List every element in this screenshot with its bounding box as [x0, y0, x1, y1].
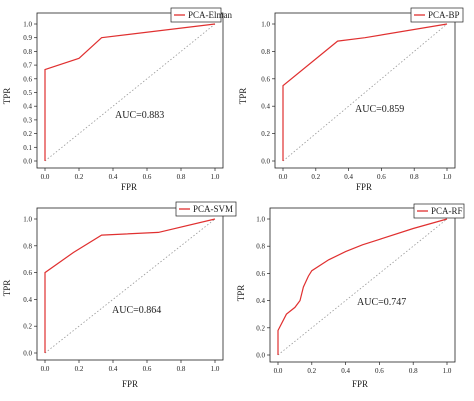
- y-tick-label: 0.8: [261, 48, 270, 56]
- y-tick-label: 0.4: [261, 103, 270, 111]
- x-tick-label: 1.0: [211, 365, 220, 373]
- x-tick-label: 0.2: [311, 173, 320, 181]
- legend-label: PCA-Elman: [188, 10, 232, 20]
- y-tick-label: 0.6: [256, 270, 265, 278]
- y-tick-label: 0.9: [23, 34, 32, 42]
- y-tick-label: 0.8: [256, 243, 265, 251]
- legend-box: [410, 7, 464, 23]
- x-tick-label: 0.6: [375, 367, 384, 375]
- y-tick-label: 0.6: [23, 75, 32, 83]
- y-tick-label: 0.0: [23, 350, 32, 358]
- y-tick-label: 0.0: [23, 158, 32, 166]
- legend-label: PCA-BP: [428, 10, 460, 20]
- x-tick-label: 0.0: [279, 173, 288, 181]
- y-tick-label: 0.0: [261, 158, 270, 166]
- chance-diagonal-line: [282, 23, 448, 162]
- y-tick-label: 0.7: [23, 62, 32, 70]
- legend: PCA-SVM: [175, 201, 237, 217]
- x-tick-label: 0.6: [143, 365, 152, 373]
- y-tick-label: 0.2: [261, 130, 270, 138]
- y-tick-label: 0.4: [256, 297, 265, 305]
- chance-diagonal-line: [277, 218, 448, 356]
- x-tick-label: 0.4: [341, 367, 350, 375]
- plot-frame: [274, 12, 456, 169]
- x-axis-label: FPR: [121, 182, 137, 192]
- y-tick-label: 0.2: [23, 130, 32, 138]
- x-tick-label: 0.8: [410, 173, 419, 181]
- x-tick-label: 0.6: [377, 173, 386, 181]
- y-tick-label: 0.2: [256, 324, 265, 332]
- x-tick-label: 0.0: [274, 367, 283, 375]
- legend-box: [170, 7, 222, 23]
- y-tick-label: 0.4: [23, 296, 32, 304]
- x-tick-label: 0.4: [109, 173, 118, 181]
- chance-diagonal-line: [44, 218, 216, 354]
- y-tick-label: 0.3: [23, 116, 32, 124]
- legend-label: PCA-SVM: [193, 204, 233, 214]
- y-tick-label: 0.2: [23, 323, 32, 331]
- y-tick-label: 0.6: [261, 75, 270, 83]
- x-axis-label: FPR: [352, 379, 368, 389]
- y-tick-label: 0.8: [23, 48, 32, 56]
- roc-curve-line: [277, 218, 448, 355]
- legend-box: [175, 201, 237, 217]
- y-tick-label: 0.6: [23, 269, 32, 277]
- y-tick-label: 0.5: [23, 89, 32, 97]
- x-tick-label: 1.0: [443, 367, 452, 375]
- x-tick-label: 0.0: [41, 365, 50, 373]
- roc-curve-line: [44, 23, 216, 161]
- auc-annotation: AUC=0.883: [115, 110, 164, 121]
- x-tick-label: 0.6: [143, 173, 152, 181]
- legend: PCA-BP: [410, 7, 464, 23]
- plot-frame: [36, 207, 224, 361]
- auc-annotation: AUC=0.747: [357, 297, 406, 308]
- y-axis-label: TPR: [238, 88, 248, 105]
- y-tick-label: 1.0: [256, 216, 265, 224]
- y-axis-label: TPR: [236, 285, 246, 302]
- x-tick-label: 0.4: [344, 173, 353, 181]
- roc-curve-line: [282, 23, 448, 161]
- chart-panel-1: 0.0 0.2 0.4 0.6 0.8 1.0 0.0 0.1 0.2 0.3 0.4 0.5 0.6 0…: [2, 7, 232, 192]
- legend: PCA-Elman: [170, 7, 232, 23]
- auc-annotation: AUC=0.864: [112, 305, 161, 316]
- x-tick-label: 0.2: [75, 173, 84, 181]
- x-tick-label: 0.8: [177, 365, 186, 373]
- x-tick-label: 0.0: [41, 173, 50, 181]
- y-axis-label: TPR: [2, 280, 12, 297]
- x-tick-label: 0.2: [75, 365, 84, 373]
- y-tick-label: 1.0: [23, 21, 32, 29]
- x-tick-label: 0.4: [109, 365, 118, 373]
- x-tick-label: 0.8: [177, 173, 186, 181]
- auc-annotation: AUC=0.859: [355, 104, 404, 115]
- plot-frame: [269, 207, 456, 363]
- legend-box: [413, 203, 465, 219]
- x-axis-label: FPR: [122, 379, 138, 389]
- legend: PCA-RF: [413, 203, 465, 219]
- roc-curve-line: [44, 218, 216, 353]
- x-axis-label: FPR: [356, 182, 372, 192]
- y-tick-label: 0.4: [23, 103, 32, 111]
- chart-panel-4: 0.0 0.2 0.4 0.6 0.8 1.0 0.0 0.2 0.4 0.6 0.8 1.0 FPR T…: [236, 203, 465, 389]
- x-tick-label: 0.2: [307, 367, 316, 375]
- x-tick-label: 1.0: [211, 173, 220, 181]
- y-tick-label: 0.8: [23, 242, 32, 250]
- chance-diagonal-line: [44, 23, 216, 162]
- y-tick-label: 1.0: [261, 21, 270, 29]
- legend-label: PCA-RF: [431, 206, 463, 216]
- x-tick-label: 1.0: [443, 173, 452, 181]
- x-tick-label: 0.8: [409, 367, 418, 375]
- chart-panel-2: 0.0 0.2 0.4 0.6 0.8 1.0 0.0 0.2 0.4 0.6 0.8 1.0 FPR T…: [238, 7, 464, 192]
- y-tick-label: 0.1: [23, 144, 32, 152]
- y-tick-label: 0.0: [256, 352, 265, 360]
- y-axis-label: TPR: [2, 88, 12, 105]
- y-tick-label: 1.0: [23, 216, 32, 224]
- plot-frame: [36, 12, 224, 169]
- chart-panel-3: 0.0 0.2 0.4 0.6 0.8 1.0 0.0 0.2 0.4 0.6 0.8 1.0 FPR T…: [2, 201, 237, 389]
